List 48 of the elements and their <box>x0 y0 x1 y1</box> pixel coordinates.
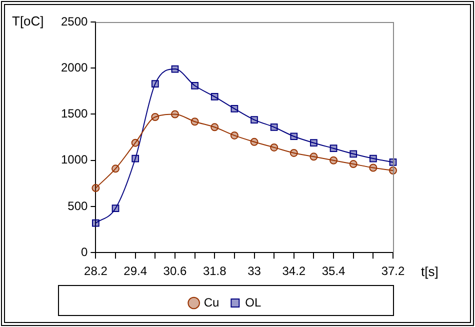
y-tick-label: 2000 <box>60 60 88 74</box>
x-axis-title: t[s] <box>421 264 438 280</box>
point <box>250 116 258 124</box>
point <box>131 138 140 147</box>
x-tick-label: 30.6 <box>163 264 187 278</box>
x-tick-label: 35.4 <box>322 264 346 278</box>
x-tick-label: 37.2 <box>381 264 405 278</box>
y-tick-label: 1500 <box>60 106 88 121</box>
point <box>112 204 120 212</box>
point <box>230 131 238 140</box>
point <box>270 123 278 131</box>
point <box>92 184 100 192</box>
point <box>270 143 278 152</box>
point <box>210 93 218 100</box>
point <box>210 123 219 132</box>
y-axis-title: T[oC] <box>12 14 44 29</box>
point <box>290 132 298 140</box>
point <box>290 148 298 157</box>
point <box>350 150 358 158</box>
x-tick-label: 29.4 <box>124 264 148 278</box>
point <box>191 82 198 90</box>
point <box>310 139 318 147</box>
point <box>112 164 120 173</box>
legend-label: Cu <box>204 295 220 310</box>
point <box>250 138 258 146</box>
x-tick-label: 31.8 <box>202 264 227 278</box>
point <box>349 160 358 168</box>
y-tick-label: 2500 <box>60 14 88 28</box>
y-tick-label: 1000 <box>60 152 88 167</box>
y-tick-label: 500 <box>68 198 88 213</box>
legend-label: OL <box>245 295 262 310</box>
point <box>190 118 199 126</box>
x-tick-label: 33 <box>248 264 262 278</box>
point <box>330 144 338 152</box>
y-tick-label: 0 <box>81 244 88 259</box>
x-tick-label: 34.2 <box>282 264 306 278</box>
point <box>330 156 338 164</box>
point <box>151 80 159 88</box>
x-tick-label: 28.2 <box>84 264 108 278</box>
point <box>132 154 140 162</box>
point <box>230 105 238 112</box>
point <box>370 154 377 162</box>
point <box>170 110 179 118</box>
point <box>369 164 378 172</box>
point <box>92 219 100 227</box>
point <box>151 113 160 122</box>
point <box>310 152 318 161</box>
point <box>171 65 179 73</box>
